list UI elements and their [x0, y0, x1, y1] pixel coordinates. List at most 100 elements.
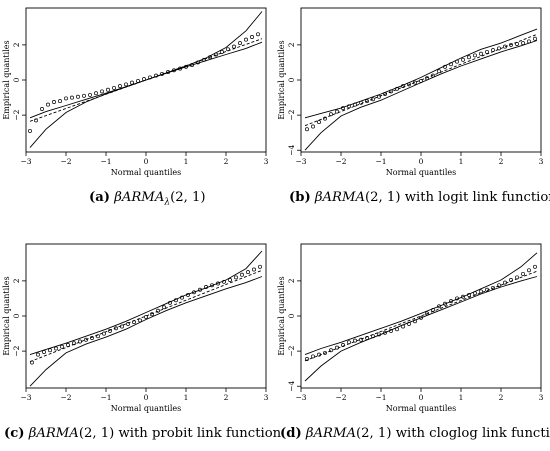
qq-point	[485, 287, 489, 292]
caption-model: βARMA	[305, 426, 357, 441]
qq-point	[94, 91, 98, 96]
qq-point	[509, 42, 513, 47]
y-axis-label: Empirical quantiles	[277, 40, 286, 119]
qq-point	[42, 350, 46, 354]
qq-point	[156, 308, 160, 313]
qq-point	[503, 44, 507, 49]
y-tick-label: 2	[12, 42, 21, 47]
caption-label: (d)	[280, 426, 302, 441]
qq-point	[515, 42, 519, 46]
qq-point	[132, 320, 136, 325]
y-tick-label: −4	[287, 144, 296, 155]
qq-point	[100, 89, 104, 94]
x-tick-label: −2	[335, 393, 346, 402]
qq-point	[208, 55, 212, 60]
plot-frame	[300, 7, 542, 153]
qq-panel-d: −3 −2 −1 0 1 2 3 −4 −2 0 2 Normal quantiles Empirica…	[277, 243, 544, 413]
qq-point	[250, 35, 254, 39]
qq-point	[166, 70, 170, 75]
qq-point	[46, 102, 50, 107]
qq-point	[256, 32, 260, 37]
qq-point	[329, 112, 333, 117]
qq-point	[455, 59, 459, 64]
x-tick-label: 3	[264, 157, 269, 166]
x-tick-label: −3	[295, 157, 306, 166]
qq-point	[114, 326, 118, 331]
qq-point	[467, 55, 471, 60]
qq-point	[341, 343, 345, 347]
caption-args: (2, 1)	[170, 190, 206, 205]
caption-description: with probit link function	[118, 426, 282, 441]
x-tick-label: −1	[375, 393, 386, 402]
qq-point	[521, 271, 525, 276]
y-tick-label: −2	[12, 109, 21, 120]
caption-panel-a: (a) βARMAλ(2, 1)	[89, 190, 206, 208]
qq-point	[246, 270, 250, 275]
qq-point	[521, 41, 525, 46]
caption-args: (2, 1)	[78, 426, 115, 441]
caption-panel-b: (b) βARMA(2, 1) with logit link function	[289, 190, 550, 205]
caption-label: (b)	[289, 190, 311, 205]
qq-point	[102, 331, 106, 336]
qq-panel-a: −3 −2 −1 0 1 2 3 −2 0 2 Normal quantiles Empirical …	[2, 7, 269, 177]
qq-point	[365, 336, 369, 340]
x-tick-label: 2	[499, 393, 504, 402]
qq-point	[126, 321, 130, 326]
qq-point	[30, 360, 34, 365]
qq-point	[60, 344, 64, 349]
qq-point	[234, 275, 238, 280]
qq-point	[497, 283, 501, 288]
qq-point	[353, 102, 357, 107]
x-tick-label: 0	[419, 157, 424, 166]
qq-point	[365, 99, 369, 104]
qq-point	[419, 78, 423, 83]
qq-point	[154, 73, 158, 78]
caption-model: βARMA	[314, 190, 366, 205]
qq-point	[58, 99, 62, 104]
qq-point	[232, 44, 236, 49]
qq-point	[70, 95, 74, 100]
qq-point	[407, 82, 411, 87]
x-axis-label: Normal quantiles	[111, 404, 181, 413]
qq-point	[335, 109, 339, 114]
qq-point	[485, 49, 489, 54]
qq-point	[533, 36, 537, 41]
qq-point	[172, 68, 176, 73]
envelope-upper-line	[304, 252, 538, 356]
y-axis-label: Empirical quantiles	[277, 276, 286, 355]
envelope-upper-line	[304, 28, 538, 119]
qq-point	[437, 304, 441, 309]
qq-point	[413, 80, 417, 85]
caption-label: (a)	[89, 190, 111, 205]
qq-point	[28, 128, 32, 133]
qq-point	[473, 291, 477, 296]
qq-point	[82, 93, 86, 98]
qq-point	[108, 328, 112, 333]
x-tick-label: −3	[20, 157, 31, 166]
x-tick-label: 2	[224, 157, 229, 166]
x-tick-label: 1	[184, 157, 189, 166]
qq-point	[226, 47, 230, 52]
qq-point	[479, 51, 483, 56]
envelope-lower-line	[29, 41, 263, 148]
qq-point	[90, 336, 94, 340]
qq-point	[437, 69, 441, 74]
x-tick-label: −1	[100, 157, 111, 166]
qq-point	[174, 298, 178, 303]
caption-model: βARMA	[114, 190, 165, 205]
y-tick-label: 2	[12, 278, 21, 283]
y-tick-label: −2	[287, 109, 296, 120]
qq-point	[258, 264, 262, 269]
caption-model: βARMA	[28, 426, 79, 441]
caption-description: with logit link function	[404, 190, 550, 205]
qq-point	[347, 340, 351, 345]
qq-point	[311, 124, 315, 129]
qq-point	[216, 281, 220, 286]
x-tick-label: 0	[419, 393, 424, 402]
caption-subscript: λ	[164, 197, 171, 208]
qq-point	[136, 78, 140, 83]
qq-point	[533, 264, 537, 269]
qq-point	[395, 327, 399, 332]
qq-point	[190, 63, 194, 68]
